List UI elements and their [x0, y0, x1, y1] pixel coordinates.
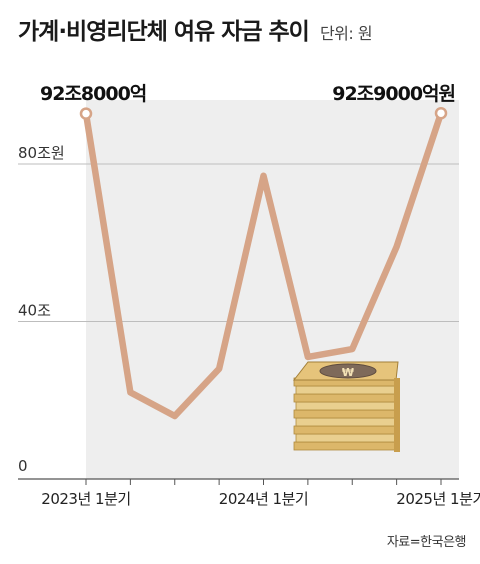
y-tick-label: 80조원 — [18, 144, 65, 162]
y-tick-label: 40조 — [18, 302, 51, 320]
x-tick-label: 2024년 1분기 — [219, 490, 308, 508]
title-row: 가계·비영리단체 여유 자금 추이 단위: 원 — [18, 12, 373, 46]
data-label: 92조8000억 — [40, 83, 146, 105]
x-tick-label: 2023년 1분기 — [41, 490, 130, 508]
money-stack-icon: ₩ — [292, 361, 400, 452]
endpoint-marker — [434, 106, 448, 120]
data-label: 92조9000억원 — [332, 83, 455, 105]
y-tick-label: 0 — [18, 457, 28, 475]
unit-label: 단위: 원 — [319, 24, 373, 43]
source-label: 자료=한국은행 — [386, 535, 467, 550]
svg-text:₩: ₩ — [342, 366, 354, 379]
plot-background — [86, 100, 459, 479]
x-tick-label: 2025년 1분기 — [396, 490, 480, 508]
series-line — [82, 109, 445, 420]
endpoint-marker — [79, 107, 93, 120]
chart-title: 가계·비영리단체 여유 자금 추이 — [18, 19, 310, 45]
